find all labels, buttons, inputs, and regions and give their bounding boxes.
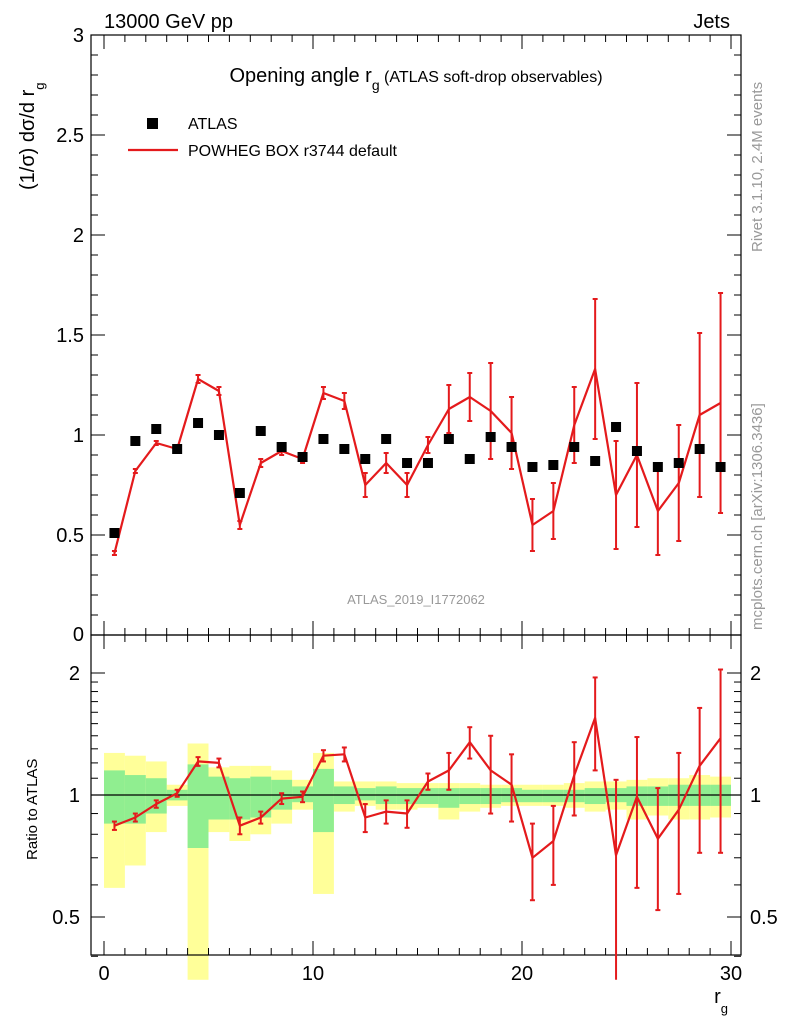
ratio-band-inner [250, 776, 272, 818]
ratio-band-inner [417, 788, 439, 805]
header-left: 13000 GeV pp [104, 11, 233, 33]
atlas-point [213, 430, 224, 440]
ratio-band-inner [208, 776, 230, 820]
ratio-band-inner [459, 788, 481, 805]
title-main: Opening angle r [229, 65, 372, 87]
main-y-tick-label: 0.5 [56, 525, 84, 547]
atlas-point [297, 452, 308, 462]
main-y-tick-label: 1 [73, 425, 84, 447]
powheg-ratio-line [114, 716, 722, 859]
atlas-point [402, 458, 413, 468]
ylabel-main: (1/σ) dσ/d r [17, 89, 39, 190]
ratio-band-inner [438, 788, 460, 808]
plot-title: Opening angle rg (ATLAS soft-drop observ… [229, 65, 602, 93]
atlas-point [109, 528, 120, 538]
xlabel-main: r [714, 986, 721, 1008]
atlas-point [652, 462, 663, 472]
title-subscript: g [372, 77, 380, 93]
atlas-point [318, 434, 329, 444]
ratio-y-tick-label-right: 0.5 [750, 907, 778, 929]
watermark-analysis-id: ATLAS_2019_I1772062 [347, 592, 485, 607]
ratio-bands [104, 743, 731, 980]
atlas-point [193, 418, 204, 428]
main-y-tick-label: 1.5 [56, 325, 84, 347]
atlas-point [673, 458, 684, 468]
atlas-point [548, 460, 559, 470]
ratio-band-inner [313, 768, 334, 833]
atlas-point [485, 432, 496, 442]
atlas-point [611, 422, 622, 432]
x-tick-label: 10 [302, 963, 324, 985]
atlas-point [234, 488, 245, 498]
ratio-band-inner [104, 770, 125, 824]
main-y-tick-label: 2 [73, 225, 84, 247]
ratio-band-inner [124, 775, 146, 824]
side-label-rivet: Rivet 3.1.10, 2.4M events [749, 82, 766, 252]
main-frame [90, 34, 742, 636]
x-tick-label: 30 [720, 963, 742, 985]
ratio-y-tick-label-right: 2 [750, 663, 761, 685]
atlas-point [527, 462, 538, 472]
title-rest: (ATLAS soft-drop observables) [380, 69, 603, 86]
ratio-band-inner [584, 788, 606, 805]
ratio-band-inner [522, 789, 543, 803]
main-ylabel: (1/σ) dσ/d rg [17, 83, 47, 191]
ratio-ylabel: Ratio to ATLAS [24, 759, 41, 860]
atlas-point [339, 444, 350, 454]
atlas-point [464, 454, 475, 464]
side-label-mcplots: mcplots.cern.ch [arXiv:1306.3436] [749, 403, 766, 630]
legend-atlas-label: ATLAS [188, 116, 238, 133]
main-y-tick-label: 2.5 [56, 125, 84, 147]
atlas-point [694, 444, 705, 454]
ratio-y-tick-label-left: 1 [69, 785, 80, 807]
ratio-xlabel: rg [714, 986, 728, 1016]
header-right: Jets [693, 11, 730, 33]
main-data-marks [109, 292, 726, 556]
ratio-band-inner [187, 764, 209, 848]
ratio-band-inner [354, 788, 376, 801]
atlas-point [590, 456, 601, 466]
ratio-y-tick-label-left: 2 [69, 663, 80, 685]
powheg-line [113, 367, 722, 554]
atlas-point [130, 436, 141, 446]
xlabel-subscript: g [721, 1001, 728, 1016]
legend-powheg-label: POWHEG BOX r3744 default [188, 143, 398, 160]
ratio-band-inner [145, 778, 167, 814]
atlas-point [715, 462, 726, 472]
x-tick-label: 0 [98, 963, 109, 985]
ratio-band-inner [396, 788, 418, 805]
atlas-point [151, 424, 162, 434]
atlas-point [422, 458, 433, 468]
atlas-point [569, 442, 580, 452]
legend-atlas-marker [147, 118, 158, 129]
ratio-band-inner [229, 778, 251, 820]
atlas-point [360, 454, 371, 464]
atlas-point [255, 426, 266, 436]
main-y-tick-label-zero: 0 [73, 624, 84, 646]
atlas-point [443, 434, 454, 444]
atlas-point [631, 446, 642, 456]
main-y-tick-label: 3 [73, 25, 84, 47]
ratio-band-inner [542, 789, 564, 803]
x-tick-label: 20 [511, 963, 533, 985]
atlas-point [506, 442, 517, 452]
atlas-point [276, 442, 287, 452]
ratio-data-marks [111, 668, 724, 980]
ratio-frame [90, 634, 742, 957]
ratio-y-tick-label-left: 0.5 [52, 907, 80, 929]
ratio-y-tick-label-right: 1 [750, 785, 761, 807]
atlas-point [172, 444, 183, 454]
atlas-point [381, 434, 392, 444]
ylabel-subscript: g [32, 83, 47, 90]
